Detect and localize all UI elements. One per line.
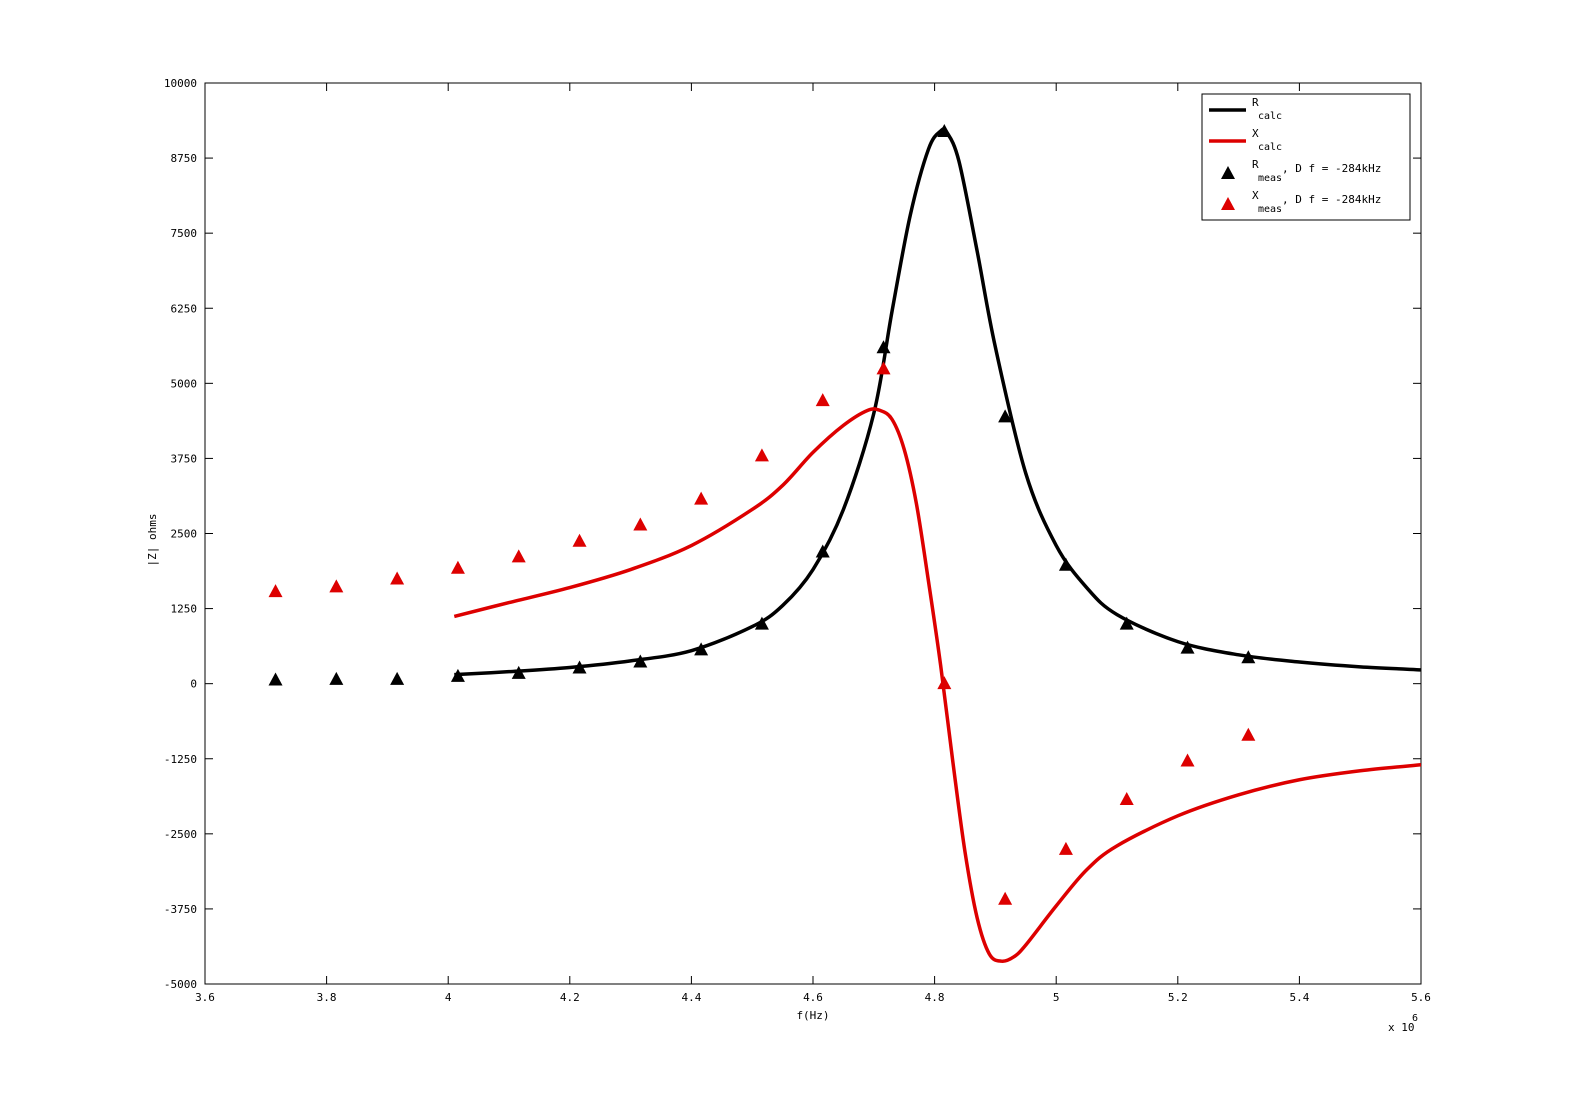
x-tick-label: 5.2 [1168, 991, 1188, 1004]
legend-label-r-meas: R [1252, 158, 1259, 171]
x-tick-label: 3.8 [317, 991, 337, 1004]
legend-swatch-x-meas [1221, 197, 1235, 210]
data-point-r-meas [1119, 616, 1134, 630]
x-tick-label: 4 [445, 991, 452, 1004]
x-tick-label: 5.6 [1411, 991, 1431, 1004]
y-tick-label: -1250 [164, 753, 197, 766]
data-point-x-meas [268, 584, 283, 598]
data-point-r-meas [633, 654, 648, 668]
y-tick-label: 0 [190, 678, 197, 691]
legend-label-r-calc: R [1252, 96, 1259, 109]
y-axis-label: |Z| ohms [146, 514, 159, 567]
data-point-r-meas [572, 660, 587, 674]
data-point-x-meas [815, 393, 830, 407]
data-point-r-meas [511, 665, 526, 679]
data-point-r-meas [1180, 640, 1195, 654]
x-multiplier-exponent: 6 [1412, 1013, 1418, 1024]
legend-label-x-calc: X [1252, 127, 1259, 140]
y-tick-label: -2500 [164, 828, 197, 841]
data-point-r-meas [268, 672, 283, 686]
data-point-r-meas [390, 671, 405, 685]
x-axis-label: f(Hz) [796, 1009, 829, 1022]
x-tick-label: 4.2 [560, 991, 580, 1004]
data-point-r-meas [998, 409, 1013, 423]
legend-sublabel-x-calc: calc [1258, 142, 1282, 153]
y-tick-label: 10000 [164, 77, 197, 90]
y-tick-label: 3750 [171, 452, 198, 465]
legend-suffix-r-meas: , D f = -284kHz [1282, 162, 1381, 175]
y-tick-label: -3750 [164, 903, 197, 916]
legend-label-x-meas: X [1252, 189, 1259, 202]
data-point-x-meas [1241, 727, 1256, 741]
x-multiplier-label: x 10 [1388, 1021, 1415, 1034]
y-tick-label: 8750 [171, 152, 198, 165]
x-tick-label: 5.4 [1289, 991, 1309, 1004]
data-point-r-meas [937, 124, 952, 138]
data-point-r-meas [329, 671, 344, 685]
legend-sublabel-r-meas: meas [1258, 173, 1282, 184]
x-tick-label: 4.6 [803, 991, 823, 1004]
data-point-x-meas [390, 571, 405, 585]
x-tick-label: 4.8 [925, 991, 945, 1004]
data-point-x-meas [450, 560, 465, 574]
data-point-r-meas [1241, 650, 1256, 664]
y-tick-label: 2500 [171, 528, 198, 541]
legend-swatch-r-meas [1221, 166, 1235, 179]
data-point-r-meas [815, 544, 830, 558]
data-point-x-meas [1058, 841, 1073, 855]
y-tick-label: 1250 [171, 603, 198, 616]
data-point-r-meas [754, 616, 769, 630]
axis-ticks [204, 82, 1422, 985]
y-tick-label: -5000 [164, 978, 197, 991]
x-tick-label: 4.4 [681, 991, 701, 1004]
data-point-x-meas [754, 448, 769, 462]
data-point-x-meas [572, 533, 587, 547]
data-point-r-meas [450, 668, 465, 682]
y-tick-label: 6250 [171, 302, 198, 315]
y-tick-label: 5000 [171, 377, 198, 390]
legend-sublabel-r-calc: calc [1258, 111, 1282, 122]
series-line-x-calc [453, 407, 1422, 963]
data-point-x-meas [937, 676, 952, 690]
data-point-x-meas [1119, 791, 1134, 805]
data-point-r-meas [876, 340, 891, 354]
data-point-x-meas [998, 891, 1013, 905]
legend-box [1201, 93, 1411, 221]
data-point-x-meas [876, 361, 891, 375]
y-tick-labels: 10000 8750 7500 6250 5000 3750 2500 1250 0 -1250 -… [164, 77, 197, 991]
y-tick-label: 7500 [171, 227, 198, 240]
x-tick-labels: 3.6 3.8 4 4.2 4.4 4.6 4.8 5 5.2 5.4 5.6 [195, 991, 1431, 1004]
plot-area [204, 82, 1422, 985]
legend-suffix-x-meas: , D f = -284kHz [1282, 193, 1381, 206]
data-point-x-meas [329, 579, 344, 593]
data-point-x-meas [1180, 753, 1195, 767]
series-markers [268, 124, 1256, 905]
data-point-x-meas [511, 549, 526, 563]
data-point-r-meas [694, 642, 709, 656]
data-point-r-meas [1058, 557, 1073, 571]
data-point-x-meas [633, 517, 648, 531]
x-tick-label: 5 [1053, 991, 1060, 1004]
data-point-x-meas [694, 491, 709, 505]
x-tick-label: 3.6 [195, 991, 215, 1004]
legend-sublabel-x-meas: meas [1258, 204, 1282, 215]
